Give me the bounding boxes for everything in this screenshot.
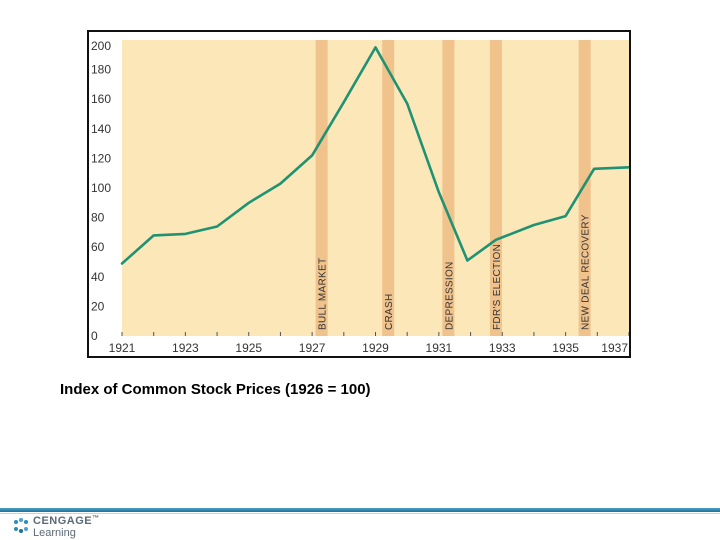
- y-tick-label: 100: [91, 181, 111, 195]
- y-tick-label: 20: [91, 299, 105, 313]
- x-tick-label: 1925: [235, 341, 262, 355]
- x-tick-label: 1929: [362, 341, 389, 355]
- x-tick-label: 1927: [299, 341, 326, 355]
- y-tick-label: 80: [91, 211, 105, 225]
- cengage-logo: CENGAGE™ Learning: [12, 515, 132, 539]
- event-label-0: BULL MARKET: [318, 258, 329, 330]
- logo-wordmark-bottom: Learning: [33, 527, 76, 539]
- y-tick-label: 0: [91, 329, 98, 343]
- cengage-logo-icon: [14, 518, 28, 533]
- y-tick-label: 200: [91, 39, 111, 53]
- x-tick-label: 1923: [172, 341, 199, 355]
- x-axis: 1921 1923 1925 1927 1929 1931 1933 1935 1937: [109, 332, 629, 355]
- event-band-0: [315, 40, 328, 336]
- logo-wordmark-top: CENGAGE™: [33, 515, 100, 527]
- x-tick-label: 1937: [601, 341, 628, 355]
- chart-caption: Index of Common Stock Prices (1926 = 100…: [60, 381, 371, 398]
- series-line-0: [120, 46, 629, 265]
- event-band-3: [489, 40, 502, 336]
- footer-divider-thin: [0, 513, 720, 514]
- event-label-4: NEW DEAL RECOVERY: [581, 214, 592, 330]
- y-tick-label: 160: [91, 92, 111, 106]
- y-tick-label: 40: [91, 270, 105, 284]
- footer-divider: [0, 508, 720, 512]
- event-band-1: [382, 40, 395, 336]
- y-tick-label: 120: [91, 151, 111, 165]
- event-band-2: [442, 40, 455, 336]
- chart-canvas: BULL MARKET CRASH DEPRESSION FDR'S ELECTION…: [91, 39, 629, 355]
- event-label-2: DEPRESSION: [444, 261, 455, 330]
- y-tick-label: 140: [91, 122, 111, 136]
- stock-price-chart: BULL MARKET CRASH DEPRESSION FDR'S ELECTION…: [87, 30, 631, 358]
- y-tick-label: 60: [91, 240, 105, 254]
- x-tick-label: 1931: [426, 341, 453, 355]
- y-tick-label: 180: [91, 63, 111, 77]
- plot-area: [122, 40, 629, 336]
- x-tick-label: 1921: [109, 341, 136, 355]
- event-band-4: [578, 40, 591, 336]
- x-tick-label: 1935: [552, 341, 579, 355]
- x-tick-label: 1933: [489, 341, 516, 355]
- event-label-3: FDR'S ELECTION: [492, 244, 503, 330]
- event-label-1: CRASH: [384, 293, 395, 330]
